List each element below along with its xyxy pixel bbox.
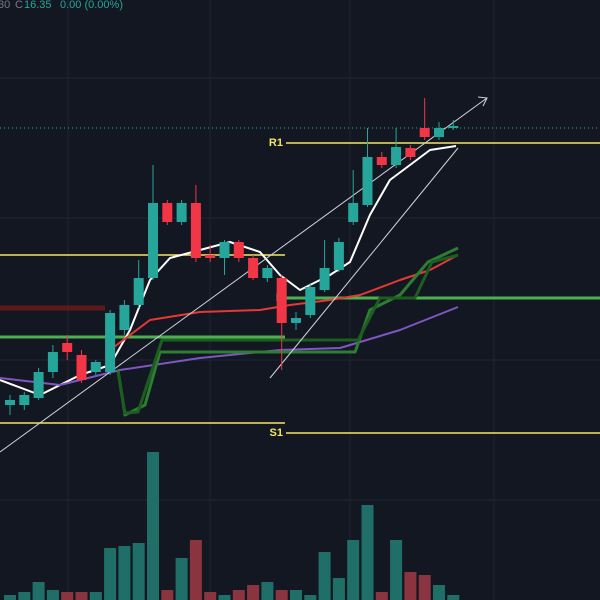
volume-bar xyxy=(218,595,231,600)
indicator-layer xyxy=(0,96,488,453)
volume-bar xyxy=(175,558,188,600)
candle-body xyxy=(233,242,244,258)
arrow-head xyxy=(477,96,488,107)
candle-body xyxy=(448,126,459,128)
candle-body xyxy=(290,318,302,323)
volume-bar xyxy=(347,540,360,600)
level-label: S1 xyxy=(270,427,283,439)
volume-bar xyxy=(18,592,31,600)
candle-body xyxy=(419,128,430,137)
candle-body xyxy=(205,255,216,258)
candle-body xyxy=(391,147,402,165)
volume-bar xyxy=(104,548,117,600)
volume-bar xyxy=(161,590,174,600)
volume-bar xyxy=(390,540,403,600)
candle-body xyxy=(262,268,273,278)
candle-body xyxy=(76,355,87,380)
indicator-line xyxy=(269,147,459,379)
volume-bar xyxy=(204,592,217,600)
volume-bar xyxy=(4,595,17,600)
volume-bar xyxy=(261,582,274,600)
candle-body xyxy=(105,313,116,372)
candle-body xyxy=(219,242,230,258)
candle-body xyxy=(176,203,187,222)
candle-body xyxy=(5,400,16,405)
volume-bar xyxy=(432,585,445,600)
candle-body xyxy=(33,372,44,398)
volume-bar xyxy=(289,590,303,600)
close-label: C xyxy=(15,0,23,11)
volume-bar xyxy=(275,590,288,600)
candle-body xyxy=(19,395,30,405)
volume-bar xyxy=(304,595,317,600)
candle-body xyxy=(90,362,101,372)
volume-bar xyxy=(89,592,102,600)
volume-bar xyxy=(361,505,374,600)
candle-body xyxy=(348,203,359,222)
volume-bar xyxy=(32,582,45,600)
volume-bar xyxy=(61,592,74,600)
candle-body xyxy=(376,157,387,165)
volume-bar xyxy=(146,452,160,600)
candle-body xyxy=(47,352,58,372)
candle-body xyxy=(162,203,173,222)
candle-body xyxy=(276,278,287,323)
candle-body xyxy=(305,287,316,315)
indicator-line xyxy=(0,306,459,386)
candle-body xyxy=(319,268,330,290)
candle-body xyxy=(62,343,73,352)
volume-bar xyxy=(232,590,245,600)
volume-bar xyxy=(404,572,417,600)
candle-body xyxy=(133,278,144,305)
volume-bar xyxy=(375,592,388,600)
volume-bar xyxy=(247,585,260,600)
header: 30 C 16.35 0.00 (0.00%) xyxy=(0,0,123,11)
indicator-line xyxy=(116,253,459,415)
volume-bar xyxy=(332,578,345,600)
volume-bar xyxy=(75,592,88,600)
volume-bar xyxy=(447,595,460,600)
candle-body xyxy=(190,203,201,258)
candle-body xyxy=(405,148,416,157)
candle-body xyxy=(119,305,130,330)
volume-bar xyxy=(318,552,331,600)
level-label: R1 xyxy=(269,137,283,149)
volume-bar xyxy=(418,575,431,600)
volume-bar xyxy=(46,590,59,600)
time-tail: 30 xyxy=(0,0,10,11)
candle-body xyxy=(362,157,373,205)
volume-bar xyxy=(118,546,131,600)
candle-body xyxy=(147,203,159,278)
candle-body xyxy=(433,128,444,137)
volume-bar xyxy=(132,543,145,600)
volume-bar xyxy=(189,540,202,600)
change: 0.00 (0.00%) xyxy=(60,0,123,11)
volume-layer xyxy=(4,452,460,600)
close-value: 16.35 xyxy=(24,0,52,11)
candle-layer xyxy=(5,98,459,415)
candle-body xyxy=(333,242,344,270)
candle-body xyxy=(248,258,259,278)
